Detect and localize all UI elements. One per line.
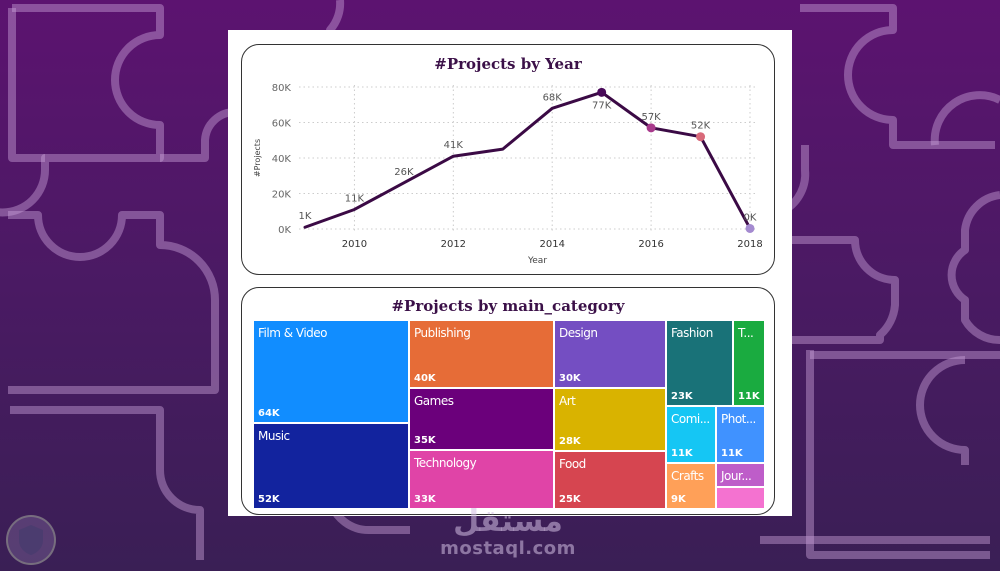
- treemap-tile[interactable]: Film & Video 64K: [253, 320, 409, 423]
- treemap-tile-value: 25K: [559, 494, 581, 505]
- x-tick-label: 2014: [539, 239, 564, 250]
- data-label: 68K: [543, 92, 563, 103]
- treemap-tile[interactable]: Music 52K: [253, 423, 409, 509]
- treemap-tile[interactable]: Games 35K: [409, 388, 554, 450]
- x-axis-title: Year: [527, 256, 547, 266]
- treemap-tile-value: 35K: [414, 435, 436, 446]
- treemap-tile-label: Technology: [414, 456, 477, 470]
- line-chart: 0K 20K 40K 60K 80K 2010 2012 2014 2016 2018 Year #P…: [253, 83, 763, 266]
- data-label: 11K: [345, 193, 365, 204]
- treemap-tile[interactable]: Technology 33K: [409, 450, 554, 509]
- treemap-tile-value: 52K: [258, 494, 280, 505]
- data-label: 0K: [744, 212, 757, 223]
- data-point-marker: [597, 87, 607, 97]
- treemap-tile-value: 33K: [414, 494, 436, 505]
- x-tick-label: 2010: [342, 239, 367, 250]
- treemap: Film & Video 64K Music 52K Publishing 40K Game…: [253, 320, 765, 509]
- data-point-marker: [745, 223, 755, 233]
- treemap-tile[interactable]: Jour...: [716, 463, 765, 487]
- line-chart-card: #Projects by Year 0K 20K 40K 60K 80K 2010 2012…: [241, 44, 775, 275]
- y-tick-label: 20K: [272, 190, 292, 201]
- treemap-tile-label: Phot...: [721, 412, 756, 426]
- treemap-tile-label: Design: [559, 326, 598, 340]
- treemap-tile[interactable]: T... 11K: [733, 320, 765, 406]
- treemap-tile-label: Fashion: [671, 326, 713, 340]
- y-tick-label: 80K: [272, 83, 292, 94]
- x-tick-label: 2012: [441, 239, 466, 250]
- treemap-tile-label: Art: [559, 394, 576, 408]
- treemap-tile-value: 11K: [671, 448, 693, 459]
- treemap-tile-value: 23K: [671, 391, 693, 402]
- x-tick-label: 2018: [737, 239, 762, 250]
- data-point-marker: [696, 132, 706, 142]
- treemap-tile[interactable]: Fashion 23K: [666, 320, 733, 406]
- treemap-tile[interactable]: Phot... 11K: [716, 406, 765, 463]
- x-tick-label: 2016: [638, 239, 663, 250]
- treemap-tile-value: 28K: [559, 436, 581, 447]
- treemap-card: #Projects by main_category Film & Video 6…: [241, 287, 775, 515]
- treemap-tile[interactable]: Publishing 40K: [409, 320, 554, 388]
- line-chart-title: #Projects by Year: [434, 55, 582, 73]
- y-tick-label: 0K: [278, 225, 291, 236]
- treemap-title: #Projects by main_category: [391, 297, 625, 315]
- watermark-arabic: مستقل: [453, 504, 563, 539]
- shield-logo-icon: [6, 515, 56, 565]
- data-label: 57K: [641, 112, 661, 123]
- treemap-tile-label: Music: [258, 429, 290, 443]
- series-line: [303, 90, 752, 230]
- treemap-tile[interactable]: Crafts 9K: [666, 463, 716, 509]
- treemap-tile-value: 64K: [258, 408, 280, 419]
- treemap-tile-value: 11K: [738, 391, 760, 402]
- data-label: 77K: [592, 100, 612, 111]
- treemap-tile-label: Film & Video: [258, 326, 328, 340]
- data-label: 26K: [394, 167, 414, 178]
- y-axis-title: #Projects: [253, 139, 262, 177]
- data-point-marker: [646, 123, 656, 133]
- treemap-tile-label: Food: [559, 457, 586, 471]
- treemap-tile[interactable]: Design 30K: [554, 320, 666, 388]
- treemap-tile-value: 11K: [721, 448, 743, 459]
- treemap-tile-label: Jour...: [721, 469, 752, 483]
- dashboard-panel: #Projects by Year 0K 20K 40K 60K 80K 2010 2012…: [228, 30, 792, 516]
- treemap-tile-label: T...: [738, 326, 754, 340]
- treemap-tile-label: Publishing: [414, 326, 471, 340]
- treemap-tile-label: Comi...: [671, 412, 710, 426]
- y-tick-label: 60K: [272, 119, 292, 130]
- data-label: 52K: [691, 121, 711, 132]
- treemap-tile-value: 9K: [671, 494, 686, 505]
- treemap-tile[interactable]: [716, 487, 765, 509]
- y-tick-label: 40K: [272, 154, 292, 165]
- watermark: مستقل mostaql.com: [418, 504, 598, 560]
- treemap-tile-value: 30K: [559, 373, 581, 384]
- treemap-tile-label: Games: [414, 394, 454, 408]
- data-label: 41K: [444, 140, 464, 151]
- treemap-tile[interactable]: Comi... 11K: [666, 406, 716, 463]
- watermark-site: mostaql.com: [440, 538, 576, 559]
- data-label: 1K: [299, 211, 312, 222]
- treemap-tile[interactable]: Food 25K: [554, 451, 666, 509]
- treemap-tile-value: 40K: [414, 373, 436, 384]
- treemap-tile-label: Crafts: [671, 469, 704, 483]
- treemap-tile[interactable]: Art 28K: [554, 388, 666, 451]
